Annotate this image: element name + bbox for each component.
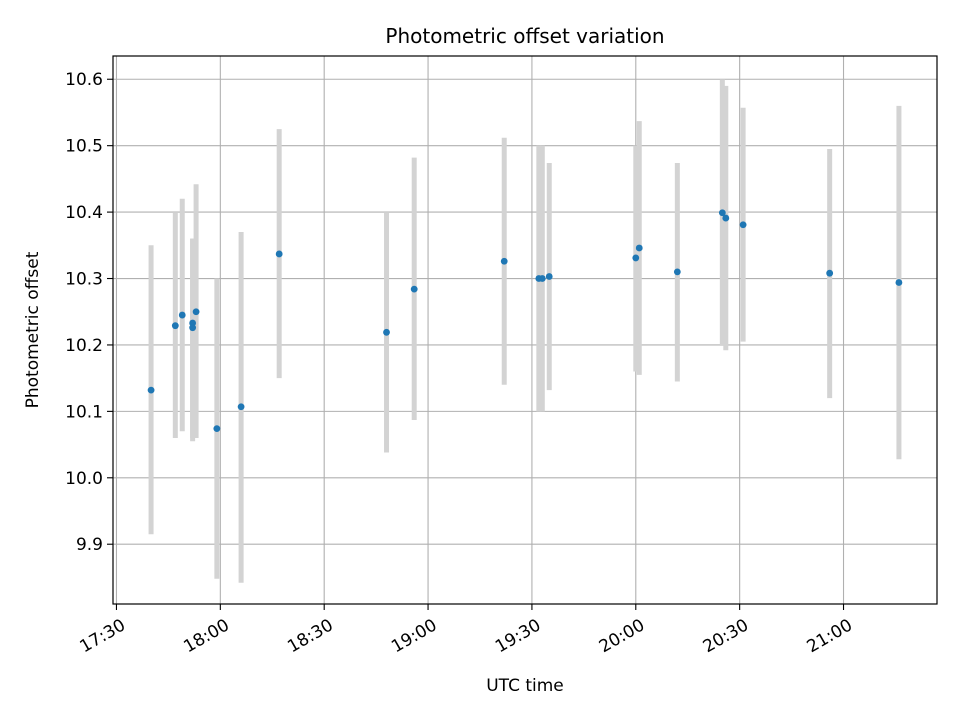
data-point	[147, 386, 155, 394]
y-tick-label: 10.2	[65, 336, 103, 356]
chart-title: Photometric offset variation	[385, 24, 664, 48]
y-axis: 9.9 10.0 10.1 10.2 10.3 10.4 10.5 10.6	[65, 70, 113, 555]
data-point	[538, 275, 546, 282]
y-tick-label: 10.5	[65, 137, 103, 157]
data-point	[545, 273, 553, 280]
y-tick-label: 10.1	[65, 402, 103, 422]
data-point	[673, 268, 681, 276]
y-tick-label: 10.4	[65, 203, 103, 223]
y-axis-label: Photometric offset	[23, 251, 43, 408]
data-point	[171, 322, 179, 330]
data-point	[178, 311, 186, 319]
y-tick-label: 10.3	[65, 270, 103, 290]
data-point	[826, 269, 834, 277]
data-point	[635, 244, 643, 252]
data-point	[192, 308, 200, 316]
x-axis-label: UTC time	[486, 676, 564, 696]
data-point	[237, 403, 245, 411]
data-point	[410, 285, 418, 293]
data-point	[189, 324, 197, 332]
data-point	[722, 214, 730, 222]
y-tick-label: 10.6	[65, 70, 103, 90]
data-points	[147, 209, 903, 433]
data-point	[739, 221, 747, 229]
y-tick-label: 9.9	[76, 535, 103, 555]
data-point	[189, 319, 197, 327]
data-point	[632, 254, 640, 262]
data-point	[383, 328, 390, 336]
data-point	[213, 425, 221, 433]
data-point	[718, 209, 726, 217]
data-point	[500, 257, 508, 265]
data-point	[895, 279, 903, 286]
plot-frame	[112, 55, 938, 605]
y-tick-label: 10.0	[65, 469, 103, 489]
data-point	[275, 250, 283, 258]
